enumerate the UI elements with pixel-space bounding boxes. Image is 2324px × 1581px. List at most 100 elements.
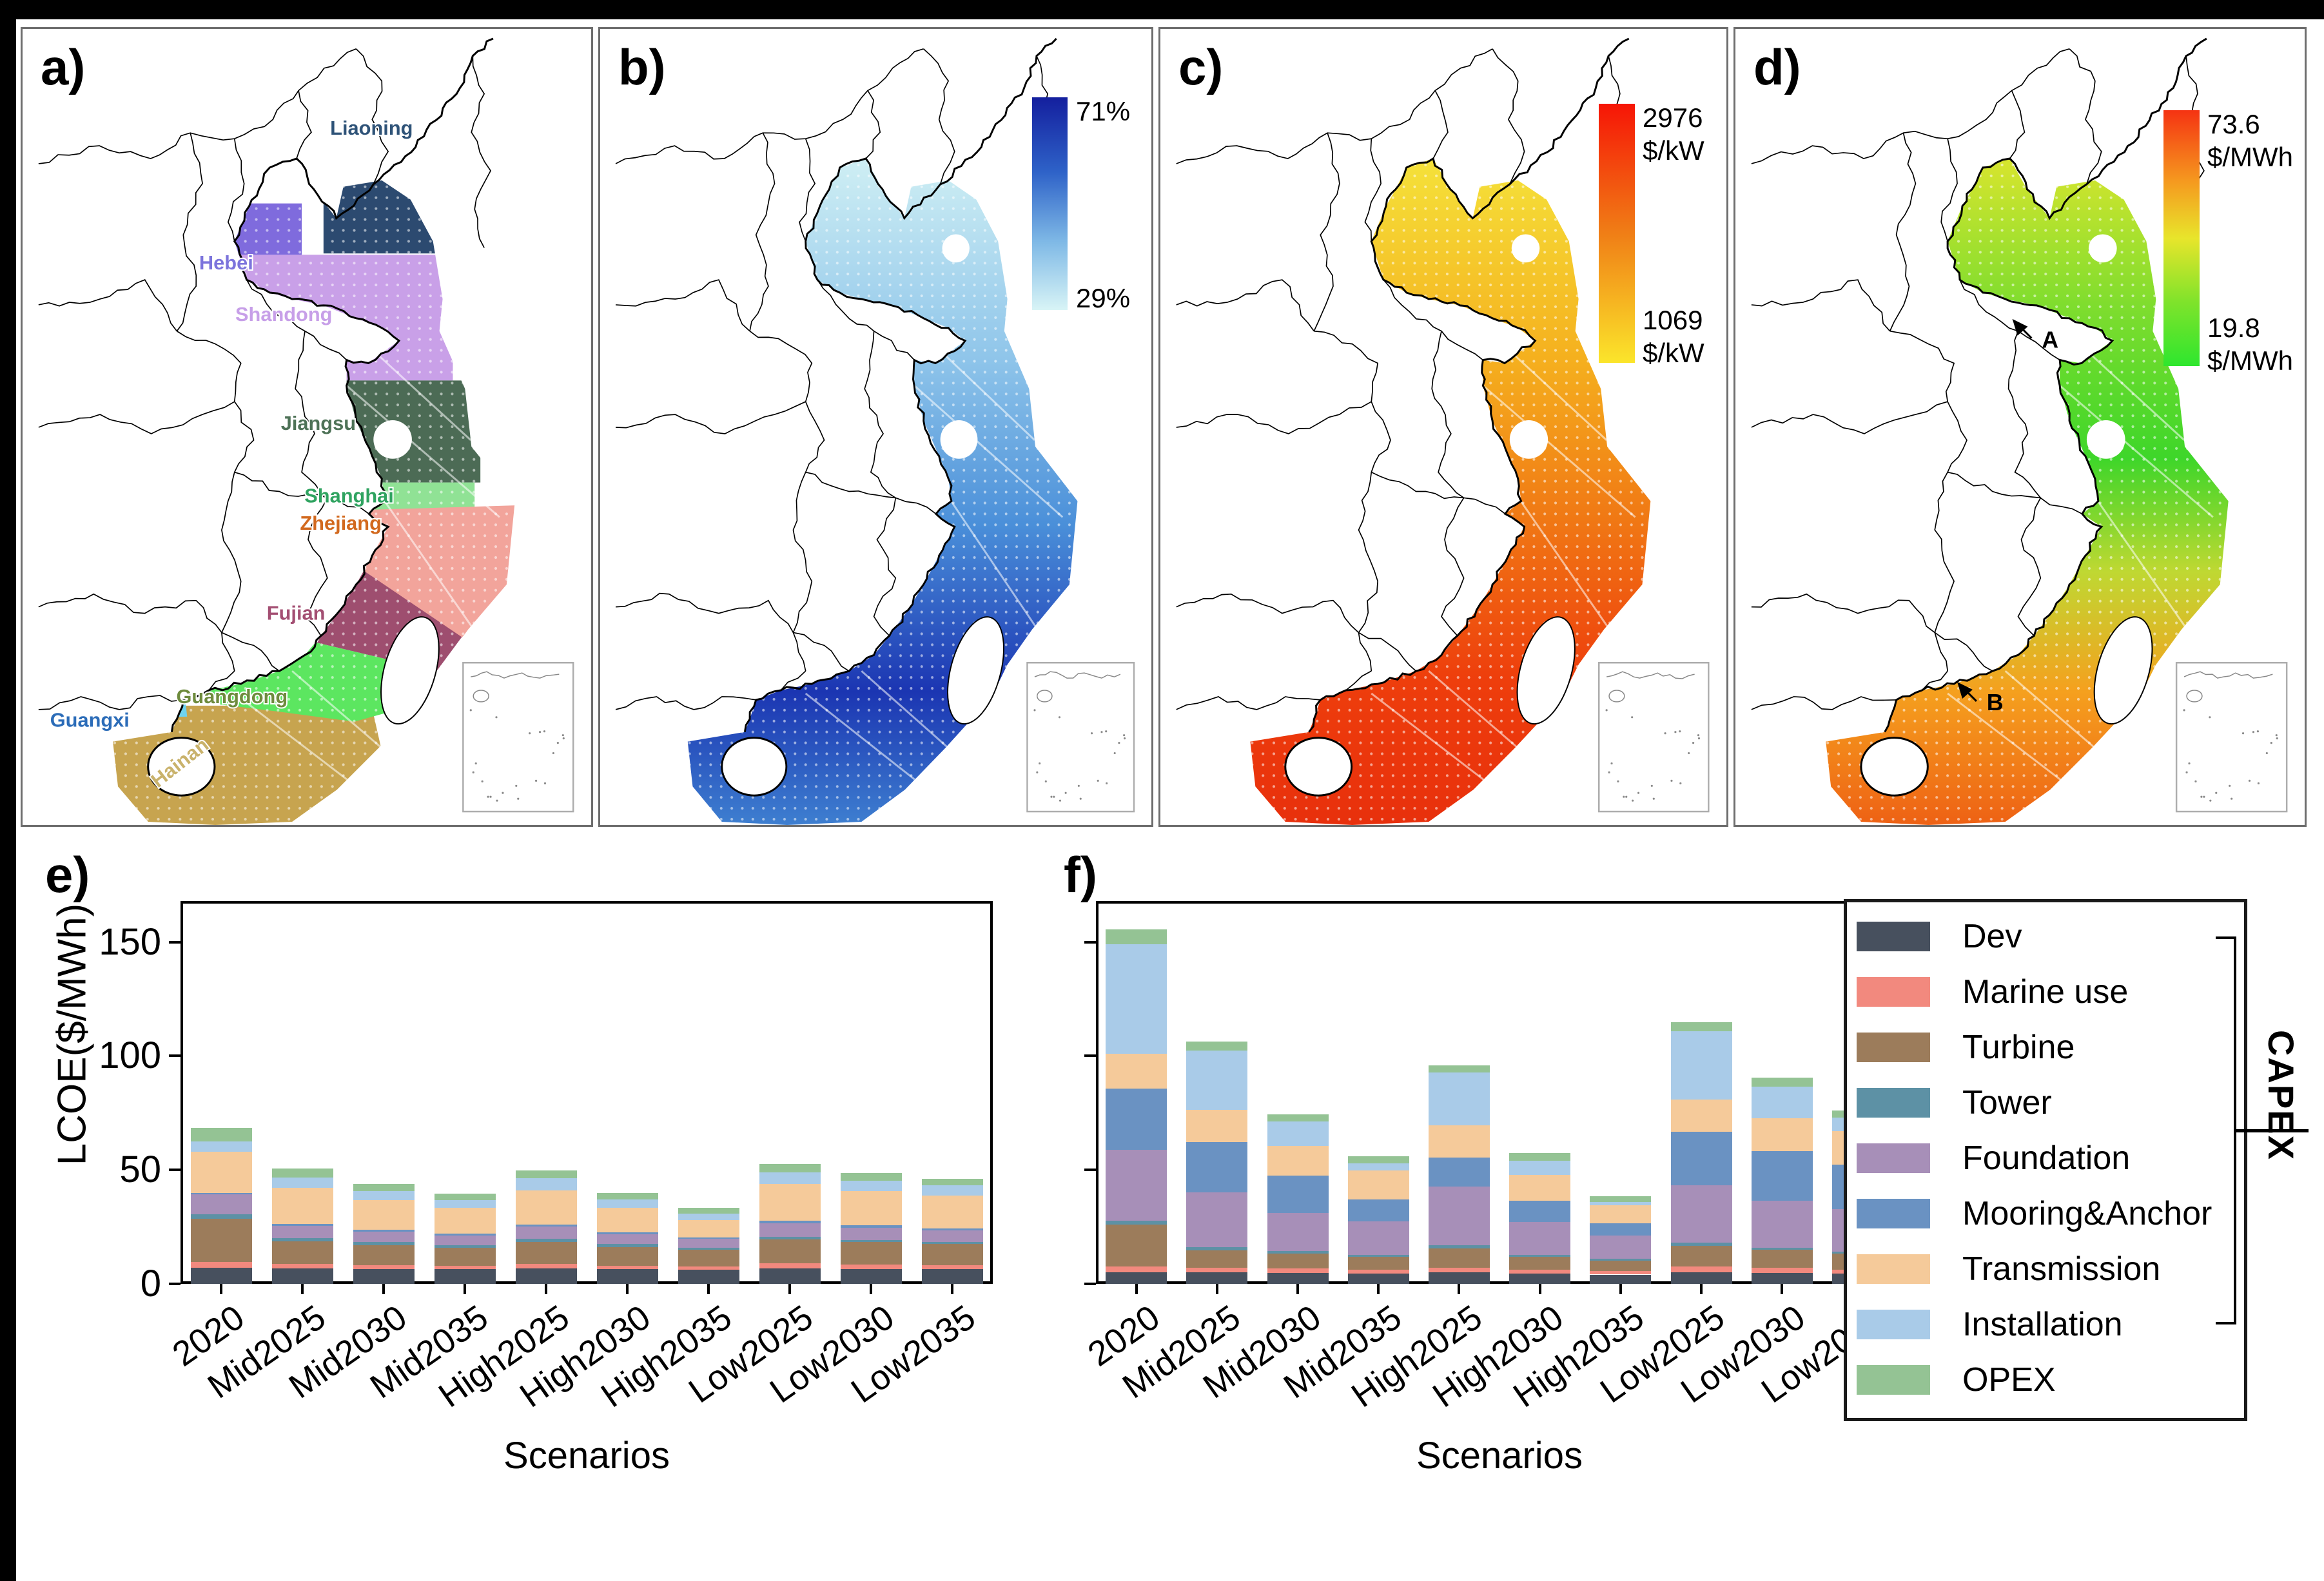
svg-text:B: B	[1987, 690, 2004, 715]
bar-segment	[515, 1224, 577, 1227]
bar-segment	[271, 1241, 333, 1264]
bar-segment	[1428, 1267, 1490, 1273]
bar-segment	[840, 1180, 902, 1192]
y-tick	[1084, 940, 1096, 944]
bar-segment	[1428, 1157, 1490, 1187]
colorbar-d-max-value: 73.6	[2207, 109, 2260, 139]
bar-segment	[759, 1239, 821, 1263]
bar-segment	[1267, 1212, 1329, 1252]
bar-segment	[1106, 1266, 1167, 1273]
bar-segment	[1751, 1118, 1813, 1151]
bar-segment	[190, 1268, 252, 1284]
bar-segment	[434, 1245, 496, 1248]
colorbar-d-min: 19.8 $/MWh	[2207, 311, 2293, 377]
x-tick	[1215, 1284, 1218, 1294]
bar-segment	[434, 1269, 496, 1284]
bar-segment	[1751, 1267, 1813, 1274]
y-tick	[169, 1054, 181, 1058]
bar-segment	[1347, 1269, 1409, 1274]
legend-swatch-turbine	[1857, 1033, 1930, 1062]
bar-segment	[1347, 1170, 1409, 1200]
bar-segment	[921, 1265, 983, 1270]
y-tick	[1084, 1283, 1096, 1285]
bar-segment	[1347, 1221, 1409, 1256]
bar-segment	[1509, 1200, 1571, 1223]
bar-segment	[678, 1247, 739, 1250]
x-axis-title: Scenarios	[503, 1435, 670, 1477]
capex-group-label: CAPEX	[2261, 1030, 2301, 1161]
y-tick-label: 100	[99, 1034, 161, 1077]
legend-swatch-foundation	[1857, 1143, 1930, 1173]
bar-segment	[190, 1218, 252, 1262]
bar-segment	[840, 1191, 902, 1226]
bar-segment	[1670, 1245, 1732, 1267]
bar-segment	[1267, 1121, 1329, 1146]
bar-segment	[1670, 1185, 1732, 1243]
bar-segment	[1106, 1221, 1167, 1225]
bar-segment	[190, 1128, 252, 1142]
legend-label: Transmission	[1962, 1250, 2161, 1288]
bar-segment	[596, 1246, 658, 1266]
bar-segment	[1509, 1269, 1571, 1274]
bar-segment	[1347, 1163, 1409, 1170]
legend-swatch-installation	[1857, 1310, 1930, 1339]
bar-segment	[1670, 1132, 1732, 1186]
x-tick	[1619, 1284, 1622, 1294]
colorbar-c-max-unit: $/kW	[1643, 135, 1704, 166]
bar-segment	[353, 1242, 415, 1245]
province-map: Liaoning Hebei Shandong Jiangsu Shanghai Zhej…	[38, 37, 574, 825]
bar-segment	[1347, 1199, 1409, 1222]
bar-segment	[596, 1232, 658, 1234]
colorbar-capex	[1599, 104, 1635, 363]
bar-segment	[1670, 1243, 1732, 1246]
capex-map	[1176, 37, 1710, 825]
legend-swatch-opex	[1857, 1365, 1930, 1395]
bar-segment	[353, 1268, 415, 1284]
x-tick	[1781, 1284, 1784, 1294]
bar-segment	[1106, 1053, 1167, 1089]
svg-text:Zhejiang: Zhejiang	[300, 512, 382, 534]
bar-segment	[678, 1214, 739, 1220]
bar-segment	[1670, 1266, 1732, 1273]
legend-swatch-transmission	[1857, 1254, 1930, 1284]
bar-segment	[759, 1221, 821, 1224]
bar-segment	[596, 1265, 658, 1270]
x-tick	[707, 1284, 710, 1294]
bar-segment	[1590, 1196, 1652, 1203]
bar-segment	[1186, 1050, 1248, 1111]
bar-segment	[678, 1219, 739, 1237]
bar-segment	[515, 1190, 577, 1225]
bar-segment	[1106, 1088, 1167, 1150]
x-tick	[1700, 1284, 1703, 1294]
bar-segment	[353, 1184, 415, 1192]
bar-segment	[1186, 1192, 1248, 1248]
bar-segment	[1509, 1222, 1571, 1256]
legend-swatch-mooring-anchor	[1857, 1199, 1930, 1228]
bar-segment	[678, 1239, 739, 1248]
colorbar-b-max: 71%	[1076, 96, 1131, 126]
bar-segment	[515, 1242, 577, 1264]
top-border-strip	[0, 0, 2324, 19]
bar-segment	[1751, 1086, 1813, 1118]
bar-segment	[921, 1241, 983, 1244]
bar-segment	[353, 1200, 415, 1230]
bar-segment	[1186, 1110, 1248, 1143]
bar-segment	[353, 1245, 415, 1265]
bar-segment	[190, 1151, 252, 1193]
bar-segment	[434, 1236, 496, 1245]
bar-segment	[1751, 1150, 1813, 1201]
panel-label-b: b)	[618, 39, 666, 95]
bar-segment	[840, 1264, 902, 1269]
bar-segment	[1428, 1125, 1490, 1158]
bar-segment	[1428, 1065, 1490, 1072]
capex-bracket	[2216, 1322, 2236, 1324]
bar-segment	[271, 1225, 333, 1238]
bar-segment	[1751, 1200, 1813, 1248]
bar-segment	[1590, 1205, 1652, 1223]
bar-segment	[921, 1243, 983, 1265]
bar-segment	[921, 1230, 983, 1242]
bar-segment	[190, 1141, 252, 1152]
svg-text:Guangxi: Guangxi	[50, 709, 130, 732]
bar-segment	[921, 1185, 983, 1196]
